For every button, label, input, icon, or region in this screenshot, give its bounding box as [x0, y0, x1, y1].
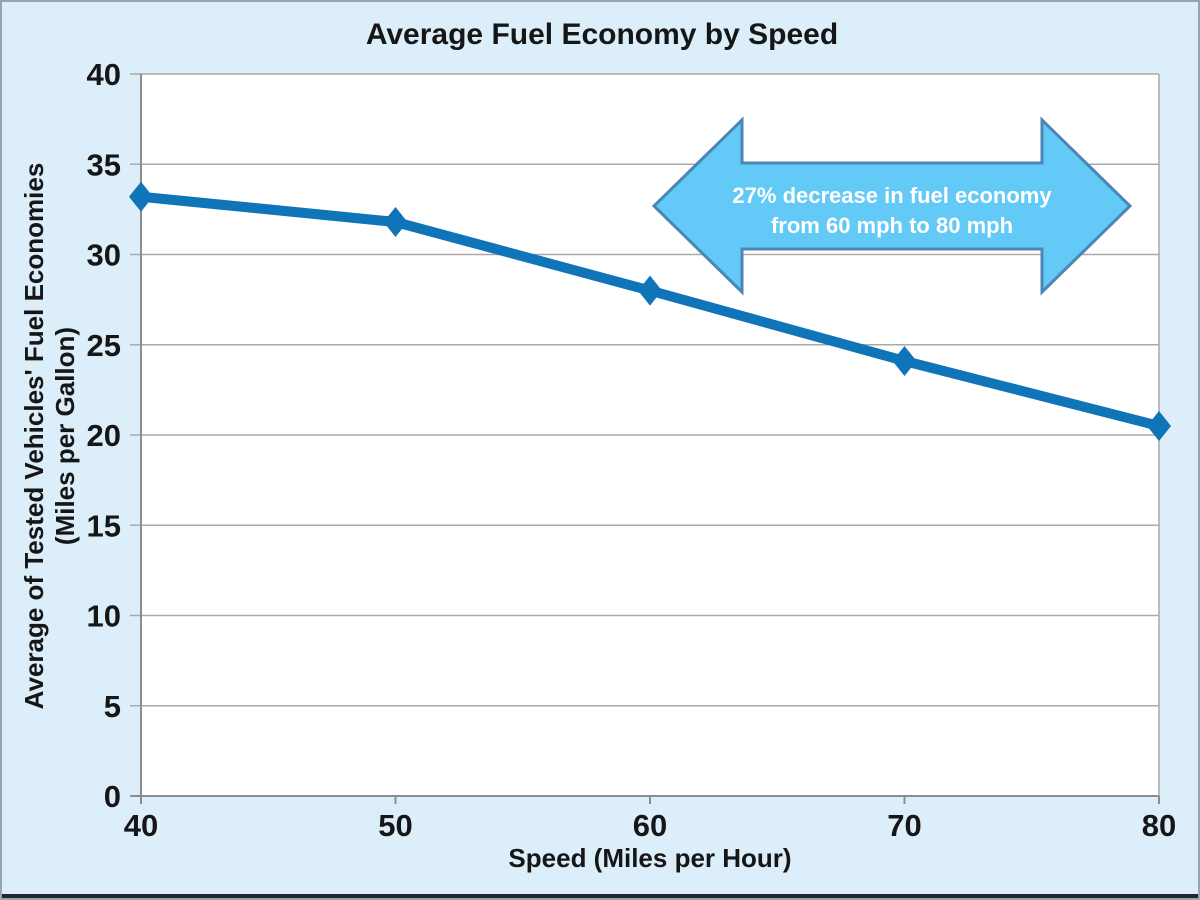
- data-point-marker: [1147, 410, 1171, 441]
- data-point-marker: [129, 181, 153, 212]
- x-tick-label: 70: [887, 808, 921, 843]
- x-tick-label: 80: [1142, 808, 1176, 843]
- x-tick-label: 40: [124, 808, 158, 843]
- y-axis-title-line2: (Miles per Gallon): [50, 326, 80, 546]
- data-point-marker: [892, 345, 917, 376]
- annotation-text-line1: 27% decrease in fuel economy: [732, 183, 1052, 208]
- chart-title: Average Fuel Economy by Speed: [365, 18, 839, 51]
- x-tick-label: 50: [378, 808, 412, 843]
- y-tick-label: 10: [87, 599, 121, 634]
- y-tick-label: 15: [87, 508, 121, 543]
- annotation-arrow: 27% decrease in fuel economy from 60 mph…: [651, 116, 1133, 296]
- fuel-economy-series: [129, 181, 1171, 441]
- data-point-marker: [383, 207, 408, 238]
- x-tick-label: 60: [633, 808, 667, 843]
- y-tick-label: 0: [104, 779, 121, 814]
- annotation-text-line2: from 60 mph to 80 mph: [771, 213, 1013, 238]
- data-point-marker: [638, 275, 662, 306]
- y-tick-label: 30: [87, 238, 121, 273]
- x-axis-title: Speed (Miles per Hour): [508, 843, 792, 873]
- bottom-edge-bar: [2, 894, 1198, 898]
- y-tick-label: 5: [104, 689, 121, 724]
- y-axis-title: Average of Tested Vehicles' Fuel Economi…: [19, 56, 81, 816]
- y-tick-label: 25: [87, 328, 121, 363]
- y-tick-label: 20: [87, 418, 121, 453]
- y-tick-label: 35: [87, 147, 121, 182]
- y-tick-label: 40: [87, 57, 121, 92]
- double-arrow-shape: [651, 116, 1133, 296]
- y-axis-title-line1: Average of Tested Vehicles' Fuel Economi…: [19, 162, 49, 710]
